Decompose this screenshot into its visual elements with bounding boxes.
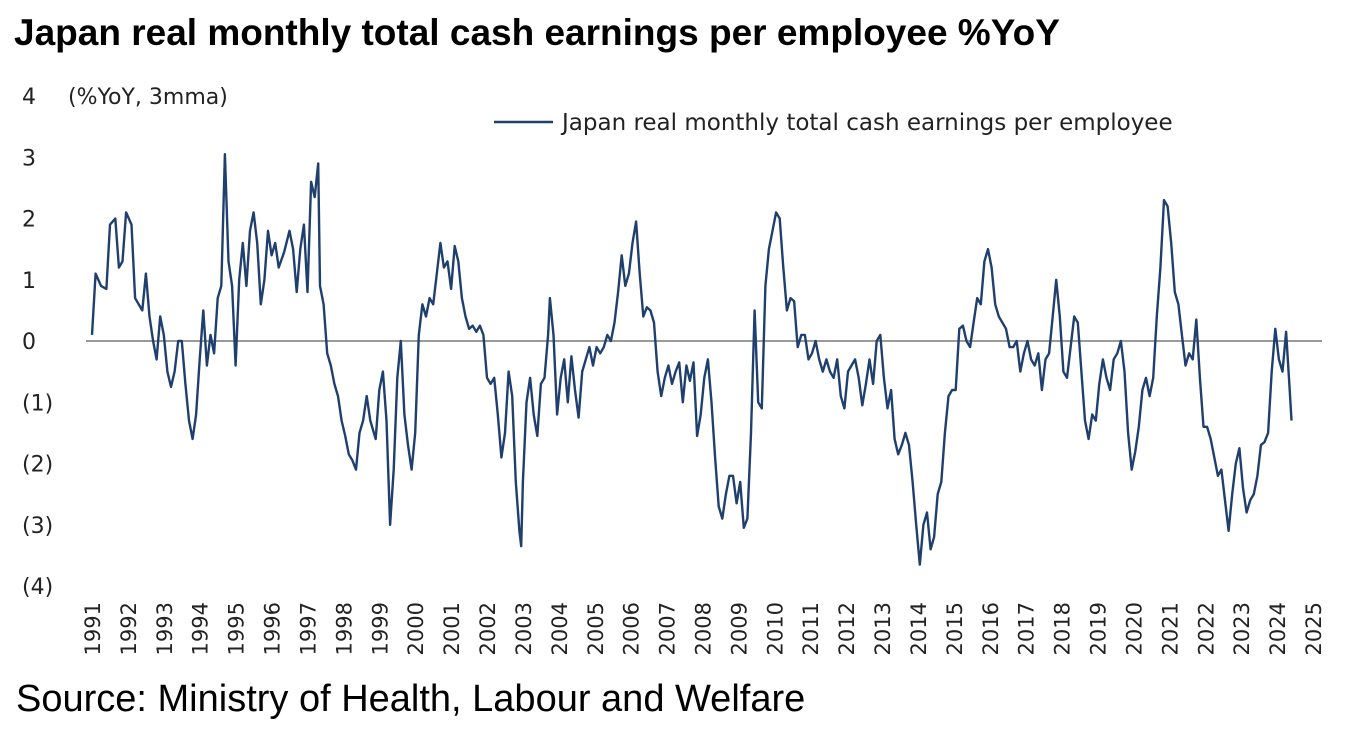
x-tick-label: 1998 xyxy=(332,602,356,655)
x-tick-label: 2017 xyxy=(1015,602,1039,655)
x-tick-label: 1994 xyxy=(189,602,213,655)
y-axis-unit-label: (%YoY, 3mma) xyxy=(68,85,228,110)
y-axis: 4 3 2 1 0 (1) (2) (3) (4) xyxy=(22,85,53,600)
y-tick-label: (4) xyxy=(22,575,53,600)
y-tick-label: 0 xyxy=(22,330,36,355)
y-tick-label: 2 xyxy=(22,208,36,233)
x-tick-label: 2019 xyxy=(1087,602,1111,655)
y-tick-label: (1) xyxy=(22,391,53,416)
x-tick-label: 2025 xyxy=(1302,602,1326,655)
y-tick-label: 1 xyxy=(22,269,36,294)
x-tick-label: 2012 xyxy=(835,602,859,655)
chart-title: Japan real monthly total cash earnings p… xyxy=(14,12,1060,53)
y-tick-label: 4 xyxy=(22,85,36,110)
x-tick-label: 1995 xyxy=(225,602,249,655)
x-tick-label: 2010 xyxy=(763,602,787,655)
x-tick-label: 2018 xyxy=(1051,602,1075,655)
x-tick-label: 2016 xyxy=(979,602,1003,655)
x-tick-label: 2002 xyxy=(476,602,500,655)
x-tick-label: 2022 xyxy=(1194,602,1218,655)
y-tick-label: 3 xyxy=(22,146,36,171)
x-tick-label: 2023 xyxy=(1230,602,1254,655)
source-note: Source: Ministry of Health, Labour and W… xyxy=(16,678,806,720)
x-tick-label: 2006 xyxy=(620,602,644,655)
legend-label: Japan real monthly total cash earnings p… xyxy=(560,110,1173,136)
x-tick-label: 2008 xyxy=(692,602,716,655)
series-line xyxy=(90,153,1293,566)
x-tick-label: 2011 xyxy=(799,602,823,655)
x-tick-label: 2000 xyxy=(404,602,428,655)
legend: Japan real monthly total cash earnings p… xyxy=(494,110,1173,136)
y-tick-label: (3) xyxy=(22,514,53,539)
x-tick-label: 2004 xyxy=(548,602,572,655)
x-tick-label: 2003 xyxy=(512,602,536,655)
x-tick-label: 2005 xyxy=(584,602,608,655)
y-tick-label: (2) xyxy=(22,453,53,478)
x-tick-label: 2015 xyxy=(943,602,967,655)
x-tick-label: 1991 xyxy=(81,602,105,655)
x-tick-label: 1999 xyxy=(368,602,392,655)
x-tick-label: 2020 xyxy=(1122,602,1146,655)
x-axis: 1991 1992 1993 1994 1995 1996 1997 1998 1999 2000… xyxy=(81,602,1326,655)
x-tick-label: 2001 xyxy=(440,602,464,655)
x-tick-label: 2014 xyxy=(907,602,931,655)
x-tick-label: 2007 xyxy=(656,602,680,655)
x-tick-label: 2024 xyxy=(1266,602,1290,655)
x-tick-label: 1992 xyxy=(117,602,141,655)
x-tick-label: 2013 xyxy=(871,602,895,655)
x-tick-label: 1996 xyxy=(261,602,285,655)
x-tick-label: 1997 xyxy=(296,602,320,655)
x-tick-label: 1993 xyxy=(153,602,177,655)
x-tick-label: 2009 xyxy=(727,602,751,655)
x-tick-label: 2021 xyxy=(1158,602,1182,655)
